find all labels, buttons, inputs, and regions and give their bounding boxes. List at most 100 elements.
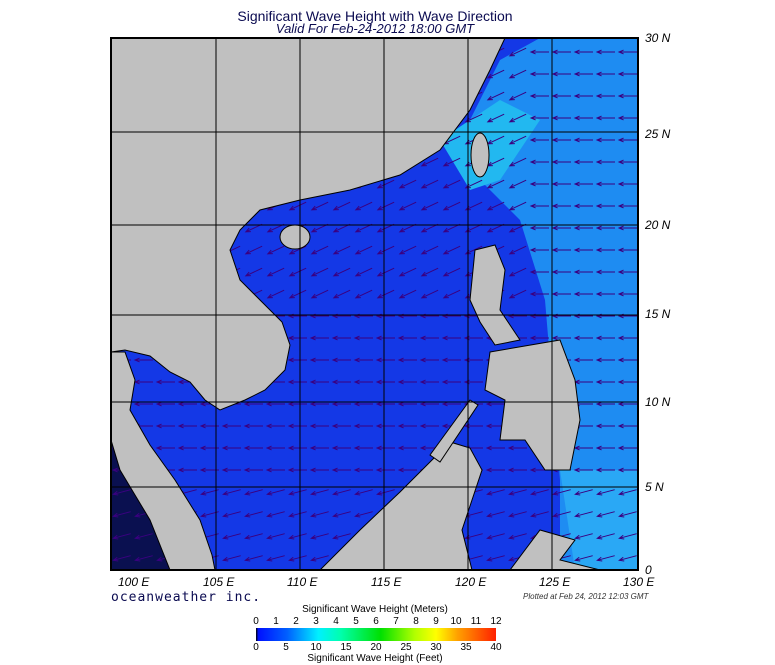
wave-arrow [441, 401, 461, 407]
wave-arrow [266, 289, 285, 299]
wave-arrow [244, 267, 263, 277]
wave-arrow [265, 467, 285, 473]
map-subtitle: Valid For Feb-24-2012 18:00 GMT [275, 21, 475, 36]
wave-arrow [419, 357, 439, 363]
wave-arrow [595, 467, 615, 473]
wave-arrow [551, 247, 571, 253]
colorbar-meters-tick: 8 [413, 616, 419, 627]
wave-arrow [397, 401, 417, 407]
wave-arrow [420, 267, 439, 277]
wave-arrow [551, 181, 571, 187]
wave-arrow [485, 401, 505, 407]
wave-arrow [617, 401, 637, 407]
colorbar-meters-tick: 1 [273, 616, 279, 627]
wave-arrow [310, 489, 329, 496]
wave-arrow [595, 335, 615, 341]
wave-arrow [155, 423, 175, 429]
wave-arrow [617, 203, 637, 209]
wave-arrow [617, 247, 637, 253]
wave-arrow [310, 511, 329, 518]
wave-arrow [508, 489, 527, 496]
wave-arrow [551, 71, 571, 77]
wave-arrow [551, 49, 571, 55]
wave-arrow [508, 511, 527, 518]
wave-arrow [420, 289, 439, 299]
wave-arrow [573, 247, 593, 253]
wave-arrow [508, 201, 527, 211]
wave-arrow [617, 181, 637, 187]
colorbar-meters-title: Significant Wave Height (Meters) [302, 604, 448, 615]
wave-arrow [573, 467, 593, 473]
wave-arrow [508, 157, 527, 167]
lon-label: 120 E [455, 575, 487, 589]
wave-arrow [596, 555, 615, 562]
wave-arrow [573, 269, 593, 275]
wave-arrow [552, 489, 571, 496]
wave-arrow [595, 159, 615, 165]
wave-arrow [375, 467, 395, 473]
wave-arrow [551, 291, 571, 297]
wave-arrow [354, 511, 373, 518]
colorbar-feet-tick: 0 [253, 642, 259, 653]
wave-arrow [486, 555, 505, 562]
lon-label: 110 E [287, 575, 318, 589]
wave-arrow [222, 555, 241, 562]
wave-arrow [595, 181, 615, 187]
wave-arrow [177, 423, 197, 429]
wave-arrow [353, 423, 373, 429]
wave-arrow [243, 423, 263, 429]
wave-arrow [529, 335, 549, 341]
wave-arrow [243, 445, 263, 451]
wave-arrow [529, 291, 549, 297]
wave-arrow [332, 289, 351, 299]
wave-arrow [376, 289, 395, 299]
wave-arrow [486, 113, 505, 123]
wave-arrow [595, 115, 615, 121]
colorbar-feet-tick: 25 [400, 642, 412, 653]
lat-label: 30 N [645, 31, 671, 45]
colorbar-meters-tick: 12 [490, 616, 502, 627]
wave-arrow [266, 533, 285, 540]
wave-arrow [331, 335, 351, 341]
wave-arrow [551, 93, 571, 99]
wave-arrow [617, 225, 637, 231]
wave-arrow [617, 335, 637, 341]
land-taiwan [470, 132, 490, 178]
wave-arrow [573, 93, 593, 99]
wave-arrow [397, 423, 417, 429]
wave-arrow [353, 445, 373, 451]
wave-arrow [332, 245, 351, 255]
wave-arrow [420, 157, 439, 167]
wave-arrow [508, 533, 527, 540]
wave-arrow [529, 159, 549, 165]
wave-arrow [331, 445, 351, 451]
wave-arrow [419, 401, 439, 407]
wave-arrow [508, 91, 527, 101]
land-sulawesi [509, 529, 601, 570]
wave-arrow [244, 533, 263, 540]
lon-label: 100 E [118, 575, 150, 589]
wave-arrow [508, 289, 527, 299]
colorbar-feet-tick: 5 [283, 642, 289, 653]
wave-arrow [573, 335, 593, 341]
wave-arrow [375, 423, 395, 429]
colorbar-meters-tick: 10 [450, 616, 462, 627]
wave-arrow [288, 511, 307, 518]
wave-arrow [221, 467, 241, 473]
wave-arrow [309, 357, 329, 363]
wave-arrow [617, 115, 637, 121]
wave-arrow [529, 115, 549, 121]
wave-arrow [595, 269, 615, 275]
wave-arrow [595, 357, 615, 363]
colorbar-feet-tick: 15 [340, 642, 352, 653]
lat-label: 0 [645, 563, 652, 577]
wave-arrow [551, 203, 571, 209]
wave-arrow [287, 335, 307, 341]
wave-arrow [508, 179, 527, 189]
wave-arrow [133, 357, 153, 363]
wave-arrow [288, 267, 307, 277]
wave-arrow [420, 201, 439, 211]
colorbar-feet-tick: 10 [310, 642, 322, 653]
wave-arrow [244, 489, 263, 496]
wave-arrow [177, 467, 197, 473]
